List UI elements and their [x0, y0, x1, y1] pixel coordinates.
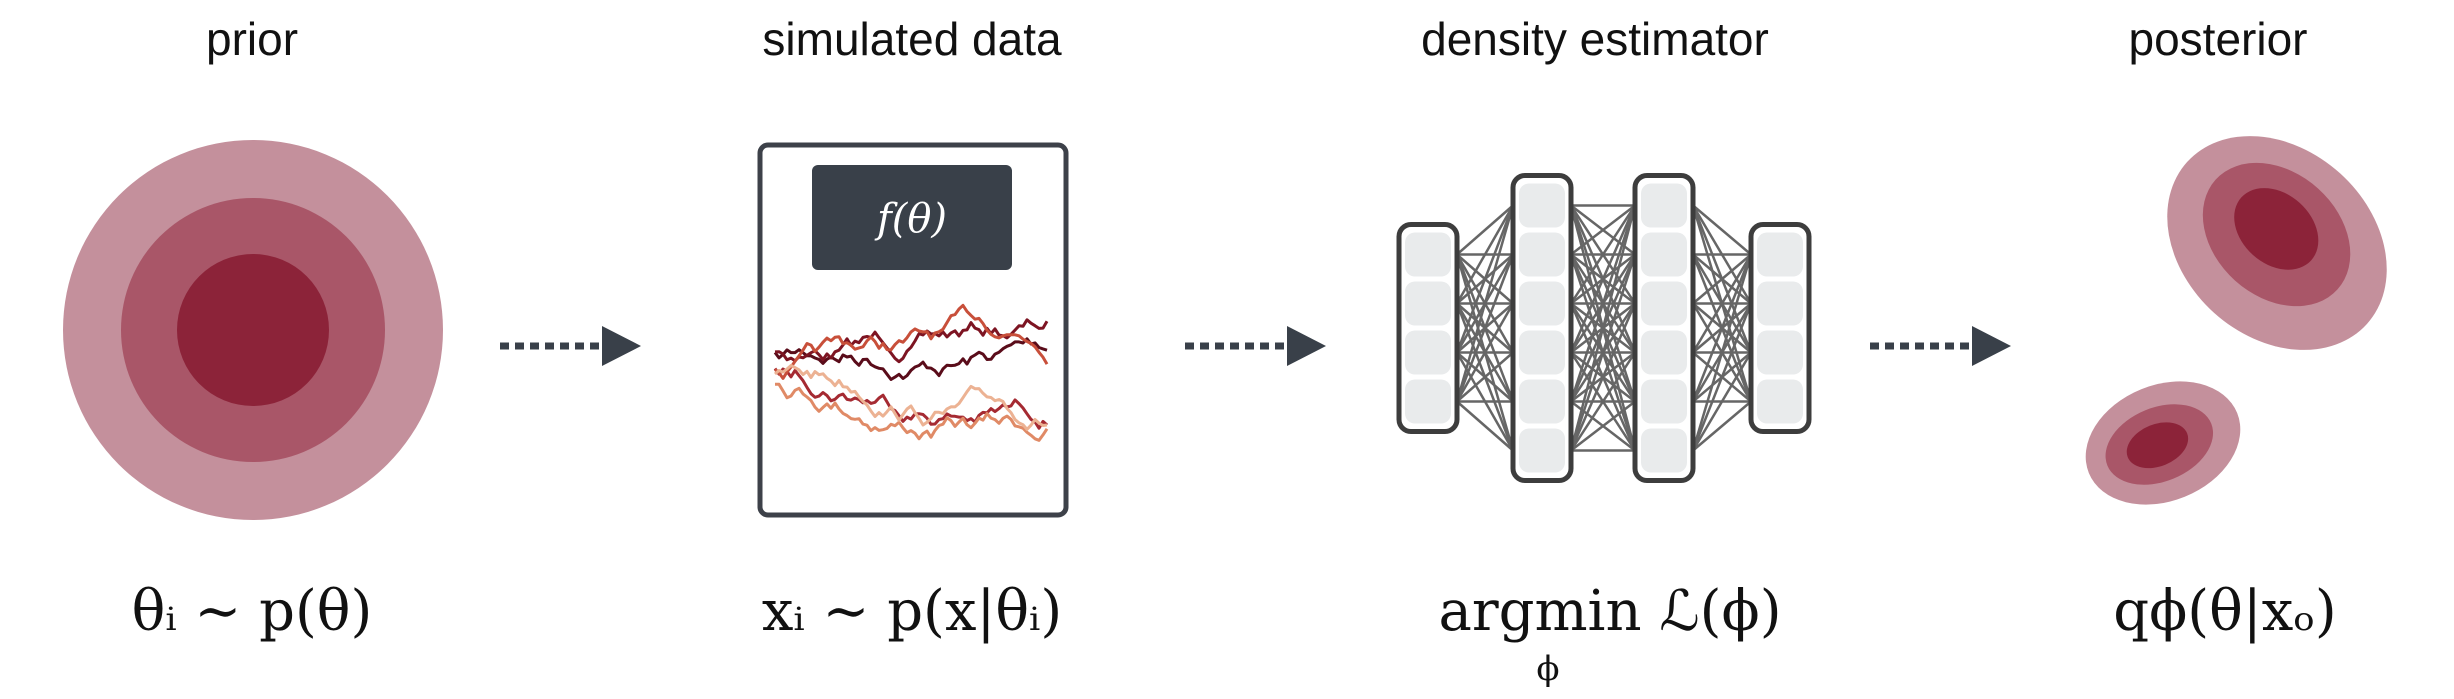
network-connection: [1692, 400, 1752, 452]
posterior-distribution-graphic: [2085, 136, 2387, 505]
stage-title-prior: prior: [206, 13, 298, 65]
network-connection: [1569, 351, 1637, 452]
network-connection: [1691, 351, 1753, 452]
posterior-formula: qϕ(θ|xₒ): [2113, 579, 2336, 644]
trace-line: [773, 367, 1049, 430]
trace-line: [774, 364, 1048, 431]
network-node: [1641, 281, 1687, 326]
stage-title-posterior: posterior: [2129, 13, 2308, 65]
network-node: [1757, 281, 1803, 326]
simulated-traces: [773, 303, 1049, 442]
network-connection: [1455, 254, 1515, 402]
network-connection: [1570, 400, 1636, 452]
network-connection: [1455, 205, 1515, 402]
density-estimator-formula: argmin ℒ(ϕ): [1438, 579, 1781, 644]
network-node: [1641, 330, 1687, 375]
trace-line: [775, 382, 1049, 442]
network-connection: [1691, 254, 1753, 451]
network-node: [1405, 330, 1451, 375]
network-connection: [1569, 254, 1637, 451]
network-connection: [1456, 351, 1514, 403]
network-node: [1757, 232, 1803, 277]
density-estimator-subscript: ϕ: [1536, 649, 1559, 689]
network-node: [1757, 379, 1803, 424]
trace-line: [773, 337, 1048, 381]
network-connection: [1569, 205, 1637, 451]
network-node: [1641, 428, 1687, 473]
network-connection: [1569, 205, 1637, 402]
network-connection: [1691, 303, 1753, 451]
posterior-mode-small: [2085, 381, 2241, 505]
stage-title-simulated-data: simulated data: [762, 13, 1062, 65]
network-connection: [1692, 204, 1752, 256]
network-node: [1641, 232, 1687, 277]
simulator-panel: f(θ): [757, 142, 1069, 518]
simulator-function-box: [812, 165, 1012, 270]
prior-formula: θᵢ ∼ p(θ): [132, 579, 373, 644]
network-node: [1641, 379, 1687, 424]
prior-inner-ring: [177, 254, 329, 406]
network-node: [1405, 232, 1451, 277]
network-node: [1519, 428, 1565, 473]
network-node: [1641, 183, 1687, 228]
stage-title-density-estimator: density estimator: [1421, 13, 1769, 65]
network-connection: [1569, 204, 1637, 305]
posterior-large-inner: [2234, 188, 2319, 270]
network-connection: [1456, 400, 1514, 452]
network-node: [1519, 379, 1565, 424]
network-connection: [1691, 254, 1753, 402]
network-node: [1405, 281, 1451, 326]
network-connection: [1569, 205, 1637, 353]
prior-distribution-graphic: [63, 140, 443, 520]
network-connection: [1570, 204, 1636, 256]
network-connection: [1455, 302, 1515, 403]
arrow-estimator-to-posterior: [1870, 326, 2011, 366]
network-connection: [1569, 303, 1637, 451]
posterior-small-inner: [2126, 422, 2189, 469]
network-connection: [1456, 204, 1514, 256]
posterior-mode-large: [2167, 136, 2387, 350]
arrow-simulator-to-estimator: [1185, 326, 1326, 366]
density-estimator-network: [1396, 173, 1812, 483]
network-node: [1757, 330, 1803, 375]
simulator-function-label: f(θ): [874, 196, 947, 242]
network-connection: [1455, 205, 1515, 353]
network-connection: [1692, 253, 1752, 305]
network-connection: [1691, 253, 1753, 354]
network-node: [1519, 281, 1565, 326]
network-node: [1405, 379, 1451, 424]
network-node: [1519, 330, 1565, 375]
network-connection: [1455, 204, 1515, 305]
network-node: [1519, 183, 1565, 228]
trace-line: [774, 303, 1049, 380]
arrow-prior-to-simulator: [500, 326, 641, 366]
simulated-data-formula: xᵢ ∼ p(x|θᵢ): [762, 579, 1062, 644]
network-node: [1519, 232, 1565, 277]
